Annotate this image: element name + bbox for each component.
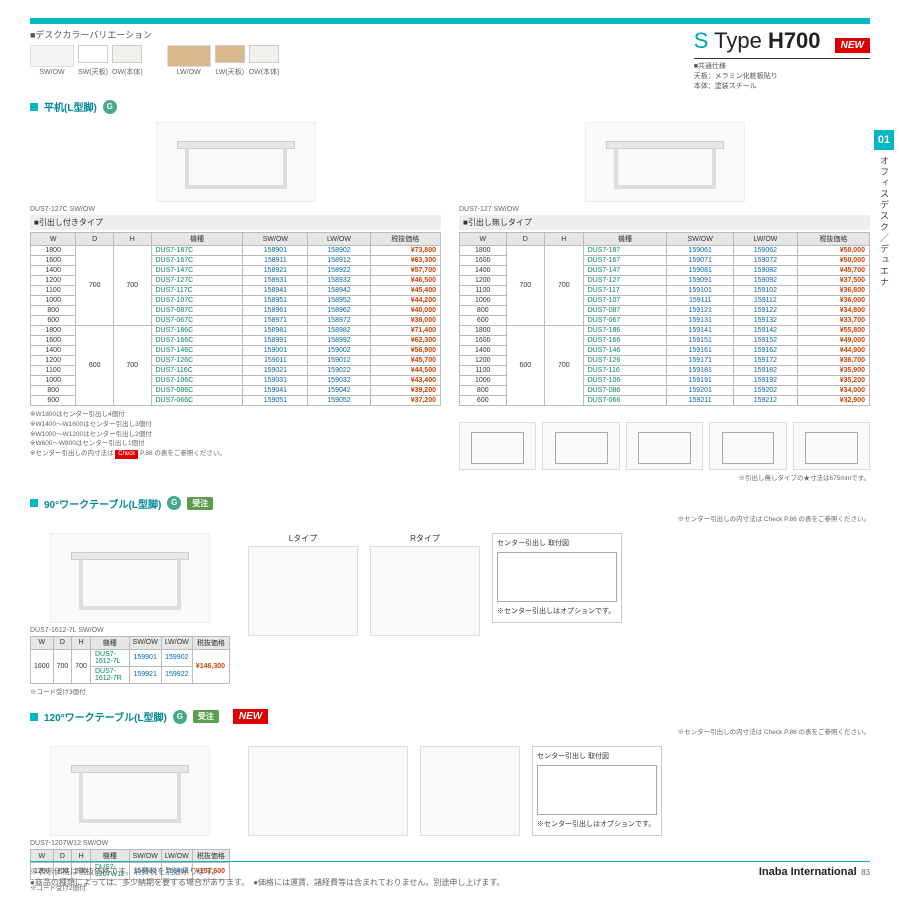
table2-subhead: ■引出し無しタイプ: [459, 215, 870, 230]
check-ref-2: ※センター引出しの内寸法は Check P.86 の表をご参照ください。: [30, 515, 870, 525]
desk-image-2: [585, 122, 745, 202]
desk-image-3: [50, 533, 210, 623]
eco-icon: G: [103, 100, 117, 114]
model-label-3: DUS7-1612-7L SW/OW: [30, 627, 230, 634]
eco-icon: G: [173, 710, 187, 724]
common-spec: ■共通仕様 天板：メラミン化粧板貼り 本体：塗装スチール: [694, 58, 870, 91]
new-badge: NEW: [835, 38, 870, 53]
notes-1: ※W1800はセンター引出し4個付※W1400～W1600はセンター引出し3個付…: [30, 410, 441, 484]
dimension-diagrams-1: [459, 410, 870, 470]
page-title: S Type H700 NEW: [694, 28, 870, 54]
check-ref-3: ※センター引出しの内寸法は Check P.86 の表をご参照ください。: [30, 728, 870, 738]
desk-image-4: [50, 746, 210, 836]
spec-table-3: WDH機種SW/OWLW/OW税抜価格1600700700DUS7-1612-7…: [30, 636, 230, 684]
new-badge: NEW: [233, 709, 268, 724]
color-variation-block: ■デスクカラーバリエーション SW/OW SW(天板) OW(本体) LW/OW…: [30, 28, 694, 77]
section1-title: 平机(L型脚)G: [30, 99, 870, 114]
page-footer: ※表示価格は税抜価格です。消費税を別途承ります。 ●商品の種類によっては、多少納…: [30, 861, 870, 888]
brand-name: Inaba International: [759, 866, 857, 878]
sidetab-number: 01: [874, 130, 894, 150]
page-number: 83: [861, 868, 870, 877]
swatch-ow-body: [112, 45, 142, 63]
swatch-sw-top: [78, 45, 108, 63]
order-badge: 受注: [193, 710, 219, 723]
spec-table-1: WDH機種SW/OWLW/OW税抜価格1800700700DUS7-187C15…: [30, 232, 441, 406]
eco-icon: G: [167, 496, 181, 510]
swatch-desk-sw: [30, 45, 74, 67]
model-label-2: DUS7-127 SW/OW: [459, 206, 870, 213]
top-accent-bar: [30, 18, 870, 24]
table1-subhead: ■引出し付きタイプ: [30, 215, 441, 230]
spec-table-2: WDH機種SW/OWLW/OW税抜価格1800700700DUS7-187159…: [459, 232, 870, 406]
drawer-option-diagram-2: センター引出し 取付図 ※センター引出しはオプションです。: [532, 746, 662, 836]
diagram-r-type: [370, 546, 480, 636]
swatch-ow-body2: [249, 45, 279, 63]
diagram-120-plan: [248, 746, 408, 836]
diagram-120-front: [420, 746, 520, 836]
section2-title: 90°ワークテーブル(L型脚)G受注: [30, 496, 870, 511]
diagram-l-type: [248, 546, 358, 636]
note-star: ※引出し無しタイプの★寸法は675mmです。: [459, 474, 870, 484]
model-label-1: DUS7-127C SW/OW: [30, 206, 441, 213]
order-badge: 受注: [187, 497, 213, 510]
section3-title: 120°ワークテーブル(L型脚)G受注NEW: [30, 709, 870, 724]
drawer-option-diagram: センター引出し 取付図 ※センター引出しはオプションです。: [492, 533, 622, 623]
swatch-desk-lw: [167, 45, 211, 67]
side-tab: 01 オフィスデスク／デュエナ: [874, 130, 894, 294]
note-t3: ※コード受け3個付: [30, 688, 230, 698]
colorvar-title: ■デスクカラーバリエーション: [30, 28, 694, 41]
swatch-lw-top: [215, 45, 245, 63]
model-label-4: DUS7-1207W12 SW/OW: [30, 840, 230, 847]
sidetab-category: オフィスデスク／デュエナ: [874, 150, 895, 294]
desk-image-1: [156, 122, 316, 202]
